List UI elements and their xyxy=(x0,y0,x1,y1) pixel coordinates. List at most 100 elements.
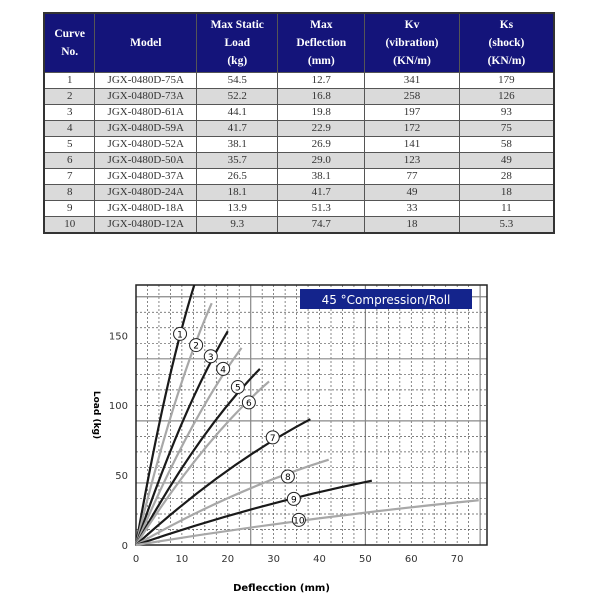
column-header: Max Deflection (mm) xyxy=(277,12,366,73)
table-row: 6 JGX-0480D-50A 35.7 29.0 123 49 xyxy=(43,152,555,169)
table-cell: 41.7 xyxy=(196,120,279,137)
table-cell: 18 xyxy=(458,184,555,201)
curve-label-circle-8 xyxy=(280,469,295,484)
curve-label-8: 8 xyxy=(285,473,291,483)
table-cell: 51.3 xyxy=(277,200,366,217)
x-tick-label: 40 xyxy=(313,554,326,565)
table-cell: JGX-0480D-12A xyxy=(94,216,198,234)
table-cell: 35.7 xyxy=(196,152,279,169)
table-cell: JGX-0480D-59A xyxy=(94,120,198,137)
table-cell: 123 xyxy=(364,152,460,169)
table-cell: 8 xyxy=(43,184,96,201)
table-cell: 197 xyxy=(364,104,460,121)
table-cell: 5 xyxy=(43,136,96,153)
chart-title: 45 °Compression/Roll xyxy=(322,293,451,307)
column-header-line: Model xyxy=(130,37,162,49)
table-cell: 38.1 xyxy=(277,168,366,185)
table-cell: 13.9 xyxy=(196,200,279,217)
table-cell: 126 xyxy=(458,88,555,105)
curve-10 xyxy=(135,499,479,547)
table-row: 8 JGX-0480D-24A 18.1 41.7 49 18 xyxy=(43,184,555,201)
column-header-line: (vibration) xyxy=(385,37,439,49)
column-header-line: No. xyxy=(61,46,79,58)
x-tick-label: 60 xyxy=(405,554,418,565)
table-cell: 7 xyxy=(43,168,96,185)
table-cell: 29.0 xyxy=(277,152,366,169)
table-cell: 75 xyxy=(458,120,555,137)
table-cell: JGX-0480D-24A xyxy=(94,184,198,201)
curve-label-circle-5 xyxy=(230,380,245,395)
table-cell: 74.7 xyxy=(277,216,366,234)
table-row: 3 JGX-0480D-61A 44.1 19.8 197 93 xyxy=(43,104,555,121)
curve-label-circle-10 xyxy=(291,512,306,527)
curve-5 xyxy=(135,368,261,546)
table-row: 7 JGX-0480D-37A 26.5 38.1 77 28 xyxy=(43,168,555,185)
table-row: 5 JGX-0480D-52A 38.1 26.9 141 58 xyxy=(43,136,555,153)
table-cell: 77 xyxy=(364,168,460,185)
curve-6 xyxy=(135,380,270,546)
table-cell: 1 xyxy=(43,72,96,89)
x-tick-label: 50 xyxy=(359,554,372,565)
table-cell: 4 xyxy=(43,120,96,137)
table-cell: 19.8 xyxy=(277,104,366,121)
table-cell: 11 xyxy=(458,200,555,217)
column-header: Max Static Load (kg) xyxy=(196,12,279,73)
table-row: 2 JGX-0480D-73A 52.2 16.8 258 126 xyxy=(43,88,555,105)
table-cell: 179 xyxy=(458,72,555,89)
plot-frame xyxy=(135,284,488,546)
table-cell: 12.7 xyxy=(277,72,366,89)
y-axis-label: Load (kg) xyxy=(91,391,101,439)
table-cell: 33 xyxy=(364,200,460,217)
curve-label-9: 9 xyxy=(291,495,297,505)
table-cell: 141 xyxy=(364,136,460,153)
column-header: Ks (shock) (KN/m) xyxy=(458,12,555,73)
table-cell: 18.1 xyxy=(196,184,279,201)
table-row: 1 JGX-0480D-75A 54.5 12.7 341 179 xyxy=(43,72,555,89)
curve-label-6: 6 xyxy=(246,399,252,409)
curve-8 xyxy=(135,458,330,546)
curve-label-circle-2 xyxy=(189,338,204,353)
table-cell: 93 xyxy=(458,104,555,121)
y-tick-label: 50 xyxy=(115,471,128,482)
table-cell: 9 xyxy=(43,200,96,217)
curve-label-circle-7 xyxy=(265,430,280,445)
table-cell: 22.9 xyxy=(277,120,366,137)
column-header-line: (KN/m) xyxy=(487,55,526,67)
table-cell: 10 xyxy=(43,216,96,234)
curve-label-3: 3 xyxy=(208,353,214,363)
curve-7 xyxy=(135,418,311,546)
table-cell: 52.2 xyxy=(196,88,279,105)
table-cell: 5.3 xyxy=(458,216,555,234)
table-cell: 58 xyxy=(458,136,555,153)
curve-label-2: 2 xyxy=(193,342,199,352)
table-cell: 172 xyxy=(364,120,460,137)
x-tick-label: 20 xyxy=(221,554,234,565)
table-cell: 38.1 xyxy=(196,136,279,153)
column-header-line: Curve xyxy=(54,28,86,40)
y-tick-label: 0 xyxy=(122,541,128,552)
table-cell: 3 xyxy=(43,104,96,121)
y-tick-label: 150 xyxy=(109,331,128,342)
table-cell: 54.5 xyxy=(196,72,279,89)
table-row: 10 JGX-0480D-12A 9.3 74.7 18 5.3 xyxy=(43,216,555,234)
column-header-line: Ks xyxy=(499,19,514,31)
table-cell: 49 xyxy=(364,184,460,201)
curve-label-circle-1 xyxy=(173,326,188,341)
column-header-line: (KN/m) xyxy=(393,55,431,67)
column-header-line: (shock) xyxy=(488,37,525,49)
column-header-line: Load xyxy=(224,37,251,49)
table-cell: 2 xyxy=(43,88,96,105)
curve-label-circle-4 xyxy=(216,361,231,376)
table-cell: 41.7 xyxy=(277,184,366,201)
table-cell: 26.5 xyxy=(196,168,279,185)
spec-table: Curve No. Model Max Static Load (kg) Max Deflec… xyxy=(43,12,555,234)
table-cell: 341 xyxy=(364,72,460,89)
x-tick-label: 70 xyxy=(451,554,464,565)
column-header-line: Max Static xyxy=(210,19,264,31)
curve-9 xyxy=(135,479,373,547)
table-cell: 49 xyxy=(458,152,555,169)
curve-label-circle-6 xyxy=(241,395,256,410)
curve-3 xyxy=(134,330,229,546)
column-header-line: Max xyxy=(310,19,333,31)
table-cell: 44.1 xyxy=(196,104,279,121)
